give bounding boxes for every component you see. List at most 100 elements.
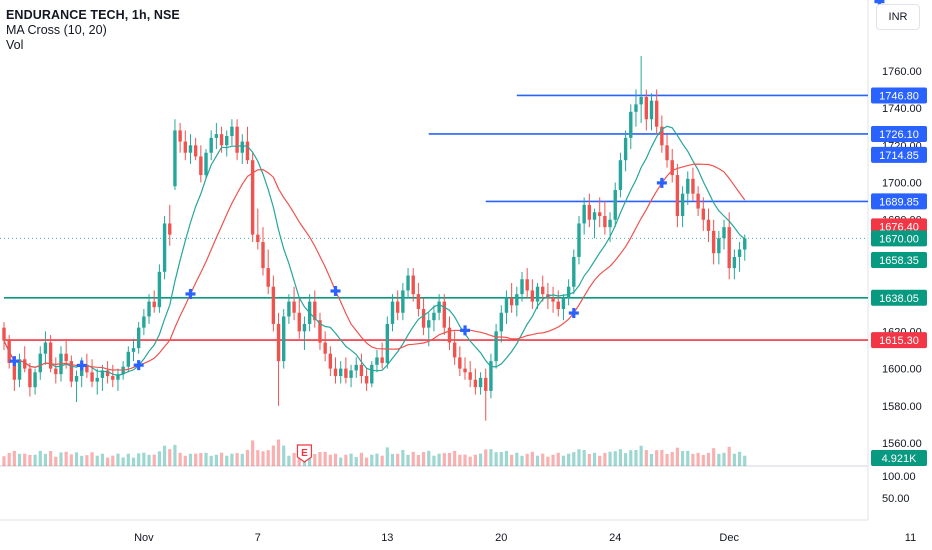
- candle-body: [561, 297, 566, 310]
- volume-bar: [313, 454, 317, 466]
- candle-body: [551, 297, 555, 302]
- candle-body: [670, 160, 674, 176]
- volume-bar: [188, 453, 193, 466]
- candle-body: [183, 141, 187, 153]
- line-price-badge: 1615.30: [871, 332, 927, 349]
- volume-bar: [722, 452, 726, 466]
- volume-bar: [219, 452, 224, 466]
- candle-body: [432, 312, 436, 321]
- volume-bar: [235, 453, 239, 466]
- candle-body: [354, 364, 358, 371]
- price-badge-text: 1658.35: [879, 255, 919, 267]
- time-tick-label[interactable]: 13: [381, 532, 393, 544]
- candle-body: [416, 294, 421, 310]
- volume-bar: [276, 439, 281, 466]
- candle-body: [105, 370, 110, 377]
- candle-body: [530, 290, 535, 302]
- candle-body: [64, 353, 68, 362]
- candle-body: [665, 145, 669, 161]
- volume-bar: [69, 454, 73, 466]
- volume-bar: [90, 452, 94, 466]
- volume-bar: [121, 457, 125, 466]
- candle-body: [644, 96, 649, 120]
- volume-bar: [287, 455, 291, 466]
- volume-bar: [380, 455, 384, 466]
- price-badge-box: [871, 230, 927, 247]
- volume-bar: [230, 453, 234, 466]
- volume-axis: 50.00 100.00: [882, 471, 916, 505]
- volume-bar: [245, 450, 250, 466]
- line-price-badge: 1726.10: [871, 125, 927, 142]
- volume-bar: [137, 453, 141, 466]
- volume-label[interactable]: Vol: [6, 38, 24, 52]
- price-tick-label: 1760.00: [882, 66, 922, 78]
- candle-body: [499, 312, 503, 332]
- candle-body: [43, 342, 48, 354]
- candle-body: [116, 374, 120, 380]
- line-price-badge-text: 1726.10: [879, 129, 919, 141]
- cross-marker-v: [12, 356, 16, 367]
- volume-bar: [577, 449, 581, 466]
- volume-bar: [261, 451, 265, 466]
- candle-body: [686, 178, 690, 194]
- candle-body: [282, 316, 286, 362]
- moving-averages: [3, 125, 746, 377]
- candle-body: [292, 301, 296, 313]
- volume-bar: [157, 451, 161, 466]
- cross-marker: [76, 360, 87, 371]
- candle-body: [287, 301, 291, 317]
- candle-body: [256, 234, 260, 243]
- time-tick-label[interactable]: Dec: [719, 532, 739, 544]
- line-price-badge-text: 1689.85: [879, 196, 919, 208]
- volume-bar: [732, 453, 736, 466]
- indicator-label[interactable]: MA Cross (10, 20): [6, 23, 107, 37]
- candle-body: [395, 301, 400, 313]
- time-tick-label[interactable]: 24: [609, 532, 621, 544]
- candle-body: [225, 136, 229, 146]
- time-tick-label[interactable]: 11: [905, 532, 916, 544]
- candle-body: [80, 364, 84, 377]
- volume-bar: [680, 451, 685, 466]
- earnings-marker[interactable]: E: [296, 444, 313, 463]
- earnings-badge[interactable]: [296, 444, 313, 463]
- candle-body: [199, 156, 203, 176]
- candle-body: [452, 342, 457, 358]
- symbol-title[interactable]: ENDURANCE TECH, 1h, NSE: [6, 8, 180, 22]
- candle-body: [344, 368, 348, 378]
- volume-bar: [675, 447, 679, 466]
- price-badge-text: 1714.85: [879, 150, 919, 162]
- candle-body: [489, 361, 493, 391]
- time-tick-label[interactable]: 7: [255, 532, 261, 544]
- price-badge: 1714.85: [871, 146, 927, 163]
- candle-body: [12, 362, 17, 380]
- candle-body: [2, 327, 6, 341]
- volume-bar: [613, 451, 617, 466]
- cross-marker: [568, 308, 579, 319]
- volume-bar: [478, 453, 483, 466]
- candle-body: [333, 368, 338, 377]
- volume-bar: [727, 446, 731, 466]
- volume-bar: [406, 454, 410, 466]
- candle-body: [131, 348, 136, 352]
- volume-bar: [385, 447, 389, 466]
- time-tick-label[interactable]: 20: [495, 532, 507, 544]
- candle-body: [520, 279, 524, 295]
- currency-button[interactable]: INR: [876, 4, 920, 30]
- candle-body: [421, 309, 426, 328]
- volume-bar: [74, 452, 79, 466]
- time-tick-label[interactable]: Nov: [134, 532, 154, 544]
- volume-bar: [670, 451, 674, 466]
- time-axis[interactable]: Nov7132024Dec1118: [134, 532, 932, 544]
- candle-body: [743, 238, 747, 250]
- volume-bar: [365, 457, 369, 466]
- candle-body: [95, 377, 99, 382]
- candle-body: [209, 137, 213, 153]
- volume-bar: [458, 454, 462, 466]
- cross-marker-v: [80, 360, 84, 371]
- volume-bar: [411, 451, 415, 466]
- volume-bar: [515, 452, 519, 466]
- volume-bar: [214, 454, 218, 466]
- volume-bar: [499, 452, 503, 466]
- volume-badge-text: 4.921K: [882, 453, 918, 465]
